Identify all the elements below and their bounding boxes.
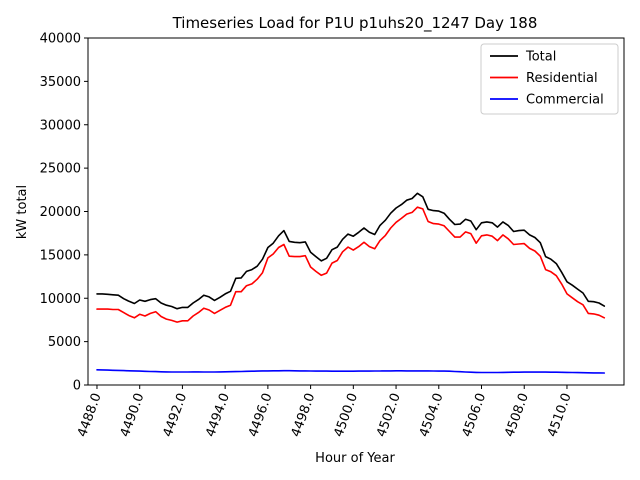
legend-label-commercial: Commercial (526, 93, 604, 108)
series-line-residential (96, 206, 606, 323)
y-tick-label: 35000 (40, 75, 81, 90)
series-line-total (96, 192, 606, 310)
series-line-commercial (96, 368, 606, 374)
y-tick-label: 0 (73, 379, 81, 394)
y-tick-label: 5000 (48, 335, 81, 350)
y-tick-label: 40000 (40, 32, 81, 47)
y-tick-label: 30000 (40, 118, 81, 133)
series-lines (96, 192, 606, 374)
legend-box (480, 43, 619, 115)
y-tick-label: 25000 (40, 162, 81, 177)
y-tick-label: 15000 (40, 248, 81, 263)
legend: Total Residential Commercial (480, 43, 619, 115)
legend-label-total: Total (525, 50, 556, 65)
y-axis-title: kW total (15, 185, 30, 239)
y-axis: 0 5000 10000 15000 20000 25000 30000 35000 40000 (40, 32, 88, 394)
x-axis-title: Hour of Year (315, 451, 395, 466)
y-tick-label: 10000 (40, 292, 81, 307)
y-tick-label: 20000 (40, 205, 81, 220)
legend-label-residential: Residential (526, 71, 598, 86)
chart-title: Timeseries Load for P1U p1uhs20_1247 Day… (172, 14, 538, 33)
